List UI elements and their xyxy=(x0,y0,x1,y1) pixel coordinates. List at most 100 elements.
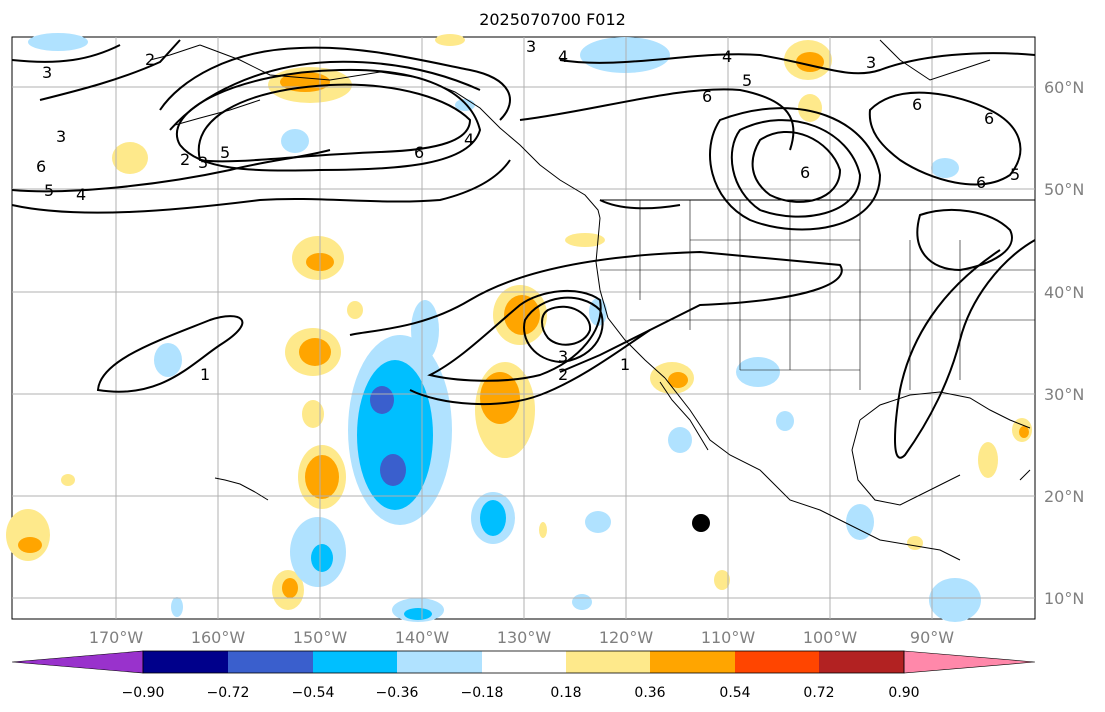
colorbar-cell xyxy=(482,651,566,673)
contour-label: 6 xyxy=(36,157,46,176)
colorbar-tick-label: 0.72 xyxy=(803,685,834,701)
colorbar-tick-label: −0.54 xyxy=(292,685,335,701)
contour-line xyxy=(894,239,1036,459)
colorbar-cell xyxy=(313,651,397,673)
contour-label: 4 xyxy=(76,185,86,204)
colorbar-cell xyxy=(566,651,650,673)
contour-line xyxy=(427,289,602,382)
positive-anomaly-patch xyxy=(668,372,688,388)
positive-anomaly-patch xyxy=(978,442,998,478)
anomaly-shading xyxy=(6,33,1032,622)
contour-line xyxy=(197,83,472,163)
contour-line xyxy=(868,91,1022,186)
latitude-labels: 60°N 50°N 40°N 30°N 20°N 10°N xyxy=(1044,78,1084,608)
contour-label: 6 xyxy=(912,95,922,114)
colorbar-cell xyxy=(903,650,1036,674)
positive-anomaly-patch xyxy=(796,52,824,72)
positive-anomaly-patch xyxy=(299,338,331,366)
contour-line xyxy=(409,329,651,406)
positive-anomaly-patch xyxy=(61,474,75,486)
contour-line xyxy=(730,119,862,218)
contour-label: 1 xyxy=(200,365,210,384)
contour-label: 4 xyxy=(464,130,474,149)
contour-label: 5 xyxy=(44,181,54,200)
contour-line xyxy=(39,39,181,101)
positive-anomaly-patch xyxy=(6,509,50,561)
contour-label: 5 xyxy=(1010,165,1020,184)
colorbar-tick-label: 0.90 xyxy=(888,685,919,701)
contour-label: 3 xyxy=(866,53,876,72)
positive-anomaly-patch xyxy=(798,94,822,122)
lon-label: 150°W xyxy=(293,628,348,647)
contour-line xyxy=(159,46,511,121)
positive-anomaly-patch xyxy=(302,400,324,428)
negative-anomaly-patch xyxy=(776,411,794,431)
contour-line xyxy=(916,209,1013,272)
contour-label: 3 xyxy=(558,347,568,366)
negative-anomaly-patch xyxy=(929,578,981,622)
negative-anomaly-patch xyxy=(171,597,183,617)
lat-label: 40°N xyxy=(1044,283,1084,302)
positive-anomaly-patch xyxy=(539,522,547,538)
colorbar-cell xyxy=(819,651,904,673)
negative-anomaly-patch xyxy=(404,608,432,620)
coastlines xyxy=(149,39,1035,561)
contour-label: 4 xyxy=(558,47,568,66)
contour-line xyxy=(709,107,882,231)
colorbar-cell xyxy=(11,650,144,674)
lon-label: 130°W xyxy=(497,628,552,647)
positive-anomaly-patch xyxy=(1019,426,1029,438)
contour-label: 6 xyxy=(702,87,712,106)
negative-anomaly-patch xyxy=(580,37,670,73)
contour-label: 5 xyxy=(742,71,752,90)
storm-center-dot xyxy=(692,514,710,532)
contour-label: 2 xyxy=(145,50,155,69)
colorbar-cell xyxy=(397,651,482,673)
contour-label: 2 xyxy=(558,365,568,384)
contour-label: 1 xyxy=(620,355,630,374)
positive-anomaly-patch xyxy=(347,301,363,319)
lat-label: 50°N xyxy=(1044,180,1084,199)
positive-anomaly-patch xyxy=(504,295,540,335)
lat-label: 20°N xyxy=(1044,487,1084,506)
negative-anomaly-patch xyxy=(480,500,506,536)
colorbar-tick-label: −0.36 xyxy=(376,685,419,701)
contour-label: 3 xyxy=(42,63,52,82)
lon-label: 160°W xyxy=(191,628,246,647)
lon-label: 120°W xyxy=(599,628,654,647)
contour-label: 6 xyxy=(984,109,994,128)
positive-anomaly-patch xyxy=(435,34,465,46)
positive-anomaly-patch xyxy=(112,142,148,174)
negative-anomaly-patch xyxy=(281,129,309,153)
colorbar-tick-label: 0.36 xyxy=(634,685,665,701)
contour-line xyxy=(541,305,592,346)
positive-anomaly-patch xyxy=(714,570,730,590)
lon-label: 100°W xyxy=(803,628,858,647)
lat-label: 10°N xyxy=(1044,589,1084,608)
contour-line xyxy=(96,315,244,393)
longitude-labels: 170°W 160°W 150°W 140°W 130°W 120°W 110°… xyxy=(89,628,954,647)
contour-line xyxy=(559,52,1036,75)
contour-lines xyxy=(11,39,1036,459)
contour-line xyxy=(599,199,681,210)
contour-label: 3 xyxy=(56,127,66,146)
negative-anomaly-patch xyxy=(411,300,439,360)
negative-anomaly-patch xyxy=(154,343,182,377)
contour-label: 5 xyxy=(220,143,230,162)
colorbar-cell xyxy=(650,651,735,673)
positive-anomaly-patch xyxy=(480,372,520,424)
negative-anomaly-patch xyxy=(28,33,88,51)
colorbar-tick-label: −0.72 xyxy=(207,685,250,701)
colorbar-cell xyxy=(735,651,819,673)
contour-labels: 1 1 2 2 3 3 3 3 3 2 3 4 4 4 4 5 5 5 5 6 … xyxy=(36,37,1020,384)
negative-anomaly-patch xyxy=(370,386,394,414)
contour-line xyxy=(11,159,511,214)
lat-label: 30°N xyxy=(1044,385,1084,404)
contour-line xyxy=(751,130,842,203)
colorbar-tick-label: 0.18 xyxy=(550,685,581,701)
colorbar-cell xyxy=(143,651,228,673)
colorbar-tick-label: 0.54 xyxy=(719,685,750,701)
lon-label: 170°W xyxy=(89,628,144,647)
lon-label: 140°W xyxy=(395,628,450,647)
contour-label: 2 xyxy=(180,150,190,169)
